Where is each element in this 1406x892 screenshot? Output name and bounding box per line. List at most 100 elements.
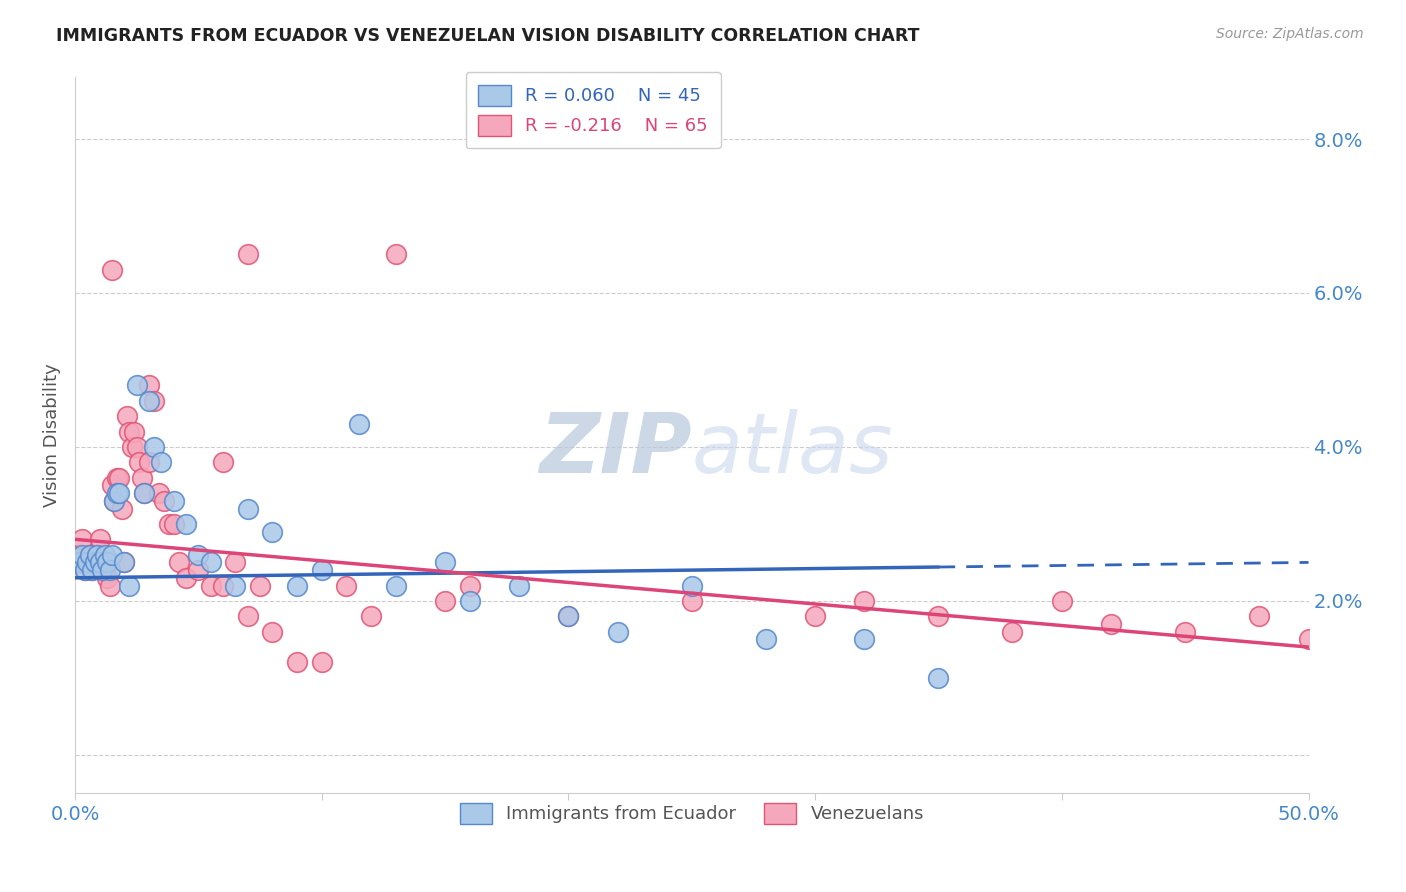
Point [76,556,98,570]
Point [72,533,94,547]
Point [311,656,333,670]
Point [157,516,180,531]
Point [115,409,138,424]
Point [804,609,827,624]
Point [128,455,150,469]
Point [101,263,124,277]
Point [73,563,96,577]
Point [236,609,259,624]
Point [132,486,155,500]
Point [86,548,108,562]
Point [121,440,143,454]
Point [96,556,118,570]
Point [125,440,148,454]
Point [93,548,115,562]
Point [681,594,703,608]
Point [148,486,170,500]
Point [138,393,160,408]
Point [131,471,153,485]
Point [236,247,259,261]
Point [98,563,121,577]
Point [1001,624,1024,639]
Point [118,578,141,592]
Point [249,578,271,592]
Point [163,516,186,531]
Point [98,578,121,592]
Point [200,578,222,592]
Point [96,571,118,585]
Point [76,556,98,570]
Point [132,486,155,500]
Point [311,563,333,577]
Point [105,486,128,500]
Text: IMMIGRANTS FROM ECUADOR VS VENEZUELAN VISION DISABILITY CORRELATION CHART: IMMIGRANTS FROM ECUADOR VS VENEZUELAN VI… [56,27,920,45]
Text: Source: ZipAtlas.com: Source: ZipAtlas.com [1216,27,1364,41]
Point [89,533,111,547]
Point [212,578,235,592]
Point [72,548,94,562]
Point [224,556,246,570]
Point [91,556,114,570]
Point [347,417,370,431]
Point [79,548,101,562]
Point [174,571,197,585]
Point [174,516,197,531]
Point [83,556,105,570]
Point [360,609,382,624]
Point [69,556,91,570]
Point [458,594,481,608]
Point [335,578,357,592]
Point [1174,624,1197,639]
Point [236,501,259,516]
Point [434,556,457,570]
Point [103,493,125,508]
Point [111,501,134,516]
Point [83,556,105,570]
Point [606,624,628,639]
Point [138,455,160,469]
Point [200,556,222,570]
Point [434,594,457,608]
Point [755,632,778,647]
Point [118,425,141,439]
Point [142,393,165,408]
Point [91,563,114,577]
Point [66,556,89,570]
Point [101,478,124,492]
Point [103,493,125,508]
Point [224,578,246,592]
Point [557,609,579,624]
Point [105,471,128,485]
Point [79,548,101,562]
Point [285,578,308,592]
Point [66,548,89,562]
Point [1298,632,1320,647]
Point [384,247,406,261]
Point [384,578,406,592]
Point [69,556,91,570]
Point [167,556,190,570]
Point [93,563,115,577]
Point [163,493,186,508]
Point [89,556,111,570]
Point [125,378,148,392]
Point [853,594,876,608]
Point [458,578,481,592]
Point [108,471,131,485]
Point [927,609,949,624]
Point [681,578,703,592]
Point [153,493,176,508]
Point [142,440,165,454]
Point [150,455,173,469]
Point [187,563,209,577]
Point [262,624,284,639]
Point [101,548,124,562]
Point [82,563,104,577]
Point [1249,609,1271,624]
Point [86,548,108,562]
Point [112,556,135,570]
Point [285,656,308,670]
Legend: Immigrants from Ecuador, Venezuelans: Immigrants from Ecuador, Venezuelans [449,792,935,834]
Point [853,632,876,647]
Point [212,455,235,469]
